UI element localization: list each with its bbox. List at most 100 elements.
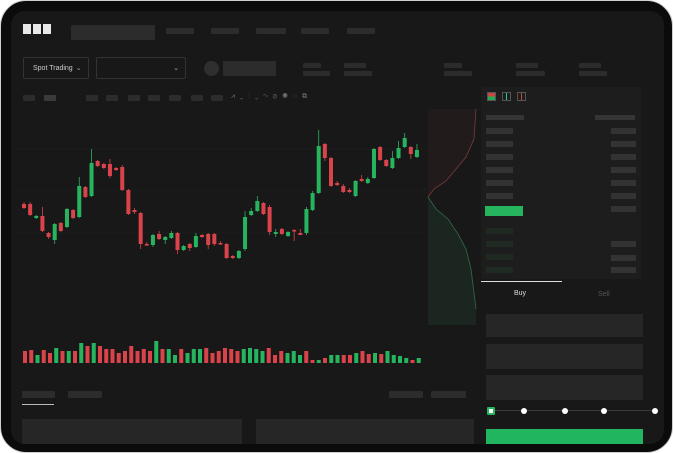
chart-tool-icons[interactable]: ⩘⌄⫶⌄∿⊘◉◌⧉ <box>231 93 312 101</box>
bids-only-icon[interactable] <box>502 92 511 101</box>
volume-bar <box>179 349 184 363</box>
candle-body <box>95 161 100 166</box>
volume-bar <box>410 360 415 363</box>
bottom-tab-history[interactable] <box>68 391 102 398</box>
amount-slider-track[interactable] <box>489 410 657 411</box>
slider-step-50[interactable] <box>562 408 568 414</box>
ask-price <box>486 180 513 186</box>
candle-body <box>114 168 119 170</box>
candle-body <box>359 179 364 181</box>
slider-step-100[interactable] <box>652 408 658 414</box>
order-book-header-price <box>486 115 524 120</box>
candle-body <box>193 236 198 247</box>
line-icon[interactable]: ∿ <box>263 93 273 100</box>
settings-icon[interactable]: ◉ <box>282 93 293 100</box>
ask-price <box>486 141 513 147</box>
timeframe-button[interactable] <box>169 95 181 101</box>
candle-body <box>150 235 155 245</box>
coin-icon <box>204 61 219 76</box>
candle-body <box>40 216 45 231</box>
candle-body <box>304 209 309 233</box>
volume-bar <box>210 353 215 363</box>
volume-bar <box>279 351 284 363</box>
candle-body <box>34 216 39 218</box>
candle-body <box>249 211 254 215</box>
candle-body <box>384 160 389 166</box>
candle-body <box>126 190 131 214</box>
timeframe-button[interactable] <box>23 95 35 101</box>
candle-body <box>224 244 229 258</box>
nav-item[interactable] <box>256 28 286 34</box>
amount-input[interactable] <box>486 344 643 369</box>
price-input[interactable] <box>486 314 643 337</box>
volume-bar <box>310 360 315 363</box>
okx-logo[interactable] <box>23 24 51 36</box>
refresh-icon[interactable]: ◌ <box>292 93 302 100</box>
timeframe-button[interactable] <box>128 95 140 101</box>
asks-only-icon[interactable] <box>517 92 526 101</box>
stat-value <box>444 71 472 76</box>
slider-step-75[interactable] <box>601 408 607 414</box>
candle-body <box>64 209 69 227</box>
spot-trading-button[interactable]: Spot Trading ⌄ <box>23 57 89 79</box>
chart-type-icon[interactable]: ⫶ <box>248 93 256 100</box>
volume-bar <box>304 351 309 363</box>
amount-slider-handle[interactable] <box>487 407 495 415</box>
timeframe-button[interactable] <box>106 95 118 101</box>
volume-bar <box>398 356 402 363</box>
tab-sell[interactable]: Sell <box>598 291 610 298</box>
candle-body <box>292 230 297 232</box>
indicator-icon[interactable]: ⩘ <box>231 93 240 100</box>
bottom-tab-orders[interactable] <box>22 391 55 398</box>
volume-bar <box>98 346 102 363</box>
chevron-down-icon[interactable]: ⌄ <box>239 93 249 100</box>
ask-amount <box>611 167 636 173</box>
buy-submit-button[interactable] <box>486 429 643 444</box>
bottom-action[interactable] <box>431 391 466 398</box>
buy-tab-indicator <box>481 281 562 282</box>
slider-step-25[interactable] <box>521 408 527 414</box>
tab-buy[interactable]: Buy <box>514 290 527 297</box>
candle-body <box>347 190 352 192</box>
chevron-down-icon[interactable]: ⌄ <box>255 93 264 100</box>
order-book-header-amount <box>595 115 635 120</box>
timeframe-button[interactable] <box>191 95 203 101</box>
timeframe-button[interactable] <box>86 95 98 101</box>
ask-amount <box>611 206 636 212</box>
pair-select[interactable]: ⌄ <box>96 57 186 79</box>
volume-bar <box>185 353 190 363</box>
nav-item[interactable] <box>166 28 194 34</box>
assets-panel <box>256 419 474 444</box>
spot-trading-label: Spot Trading <box>33 64 73 72</box>
nav-item[interactable] <box>211 28 239 34</box>
candle-body <box>169 233 174 238</box>
candle-body <box>279 229 284 234</box>
search-bar[interactable] <box>71 25 155 40</box>
candle-body <box>187 244 192 248</box>
volume-bar <box>298 355 302 363</box>
ask-price <box>486 154 513 160</box>
candle-body <box>77 186 82 217</box>
total-input[interactable] <box>486 375 643 400</box>
candle-body <box>243 217 248 249</box>
volume-bar <box>241 349 246 363</box>
volume-bar <box>373 353 377 363</box>
nav-item[interactable] <box>301 28 329 34</box>
candle-body <box>353 181 358 196</box>
order-book-view-toggles[interactable] <box>487 92 526 101</box>
volume-bar <box>391 355 396 363</box>
volume-bar <box>148 351 152 363</box>
draw-icon[interactable]: ⊘ <box>272 93 283 100</box>
nav-item[interactable] <box>347 28 375 34</box>
volume-bar <box>341 355 346 363</box>
candlestick-chart[interactable] <box>11 11 431 381</box>
bottom-tab-indicator <box>22 404 54 405</box>
expand-icon[interactable]: ⧉ <box>301 93 312 100</box>
bottom-action[interactable] <box>389 391 423 398</box>
candle-body <box>329 158 333 186</box>
timeframe-button[interactable] <box>148 95 160 101</box>
timeframe-button[interactable] <box>44 95 56 101</box>
volume-bar <box>123 351 127 363</box>
both-sides-icon[interactable] <box>487 92 496 101</box>
timeframe-button[interactable] <box>211 95 223 101</box>
